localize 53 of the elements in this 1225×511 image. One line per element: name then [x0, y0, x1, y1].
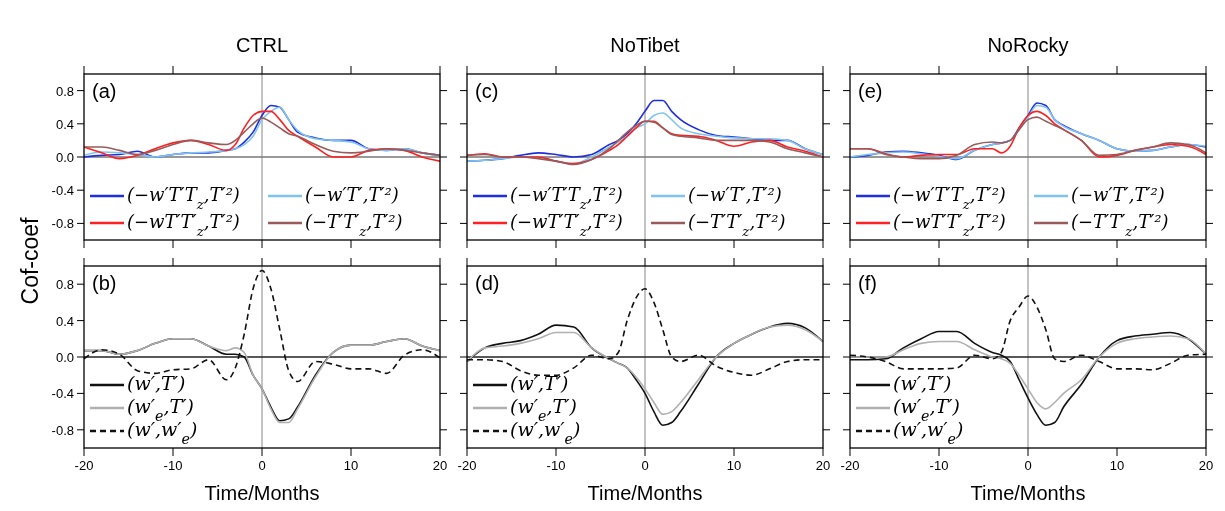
x-tick-label: 20: [815, 458, 831, 473]
annotation: (b): [92, 272, 117, 294]
y-axis-title: Cof-coef: [17, 216, 43, 305]
y-tick-label: 0.8: [55, 277, 74, 293]
chart-title: NoTibet: [610, 34, 681, 56]
y-tick-label: -0.8: [51, 422, 74, 438]
y-tick-label: 0.4: [55, 313, 74, 329]
legend-label: (−T′T′$_{z}$,T′²): [1071, 211, 1169, 239]
chart-title: CTRL: [235, 34, 289, 56]
annotation: (e): [858, 80, 883, 102]
x-tick-label: 10: [1109, 458, 1125, 473]
y-tick-label: -0.4: [51, 386, 74, 402]
y-tick-label: 0.0: [55, 350, 74, 365]
x-tick-label: -10: [929, 458, 949, 473]
annotation: (a): [92, 80, 117, 102]
x-tick-label: 0: [258, 458, 266, 473]
x-tick-label: 0: [1024, 458, 1032, 473]
annotation: (c): [475, 80, 499, 102]
x-tick-label: -10: [546, 458, 566, 473]
x-axis-title: Time/Months: [204, 482, 320, 504]
legend-label: (−w′T′T$_{z}$,T′²): [893, 184, 1006, 212]
legend-label: (−wT′T′$_{z}$,T′²): [510, 211, 623, 239]
legend-label: (w′,T′): [127, 372, 186, 394]
x-tick-label: -10: [163, 458, 183, 473]
x-tick-label: -20: [74, 458, 94, 473]
x-axis-title: Time/Months: [587, 482, 703, 504]
legend-label: (−w′T′,T′²): [1071, 184, 1165, 205]
y-tick-label: -0.8: [51, 216, 74, 232]
y-tick-label: -0.4: [51, 183, 74, 199]
annotation: (f): [858, 272, 877, 294]
legend-label: (−T′T′$_{z}$,T′²): [305, 211, 403, 239]
annotation: (d): [475, 272, 500, 294]
legend-label: (−T′T′$_{z}$,T′²): [688, 211, 786, 239]
legend-label: (−w′T′,T′²): [305, 184, 399, 205]
x-tick-label: 20: [432, 458, 448, 473]
legend-label: (−w′T′,T′²): [688, 184, 782, 205]
x-axis-title: Time/Months: [970, 482, 1086, 504]
y-tick-label: 0.0: [55, 150, 74, 165]
x-tick-label: -20: [840, 458, 860, 473]
x-tick-label: -20: [457, 458, 477, 473]
x-tick-label: 10: [343, 458, 359, 473]
legend-label: (−w′T′T$_{z}$,T′²): [127, 184, 240, 212]
x-tick-label: 10: [726, 458, 742, 473]
x-tick-label: 0: [641, 458, 649, 473]
legend-label: (−wT′T′$_{z}$,T′²): [893, 211, 1006, 239]
legend-label: (−wT′T′$_{z}$,T′²): [127, 211, 240, 239]
legend-label: (w′,T′): [893, 372, 952, 394]
y-tick-label: 0.8: [55, 83, 74, 99]
chart-title: NoRocky: [987, 34, 1069, 56]
y-tick-label: 0.4: [55, 116, 74, 132]
legend-label: (w′,T′): [510, 372, 569, 394]
x-tick-label: 20: [1198, 458, 1214, 473]
legend-label: (−w′T′T$_{z}$,T′²): [510, 184, 623, 212]
